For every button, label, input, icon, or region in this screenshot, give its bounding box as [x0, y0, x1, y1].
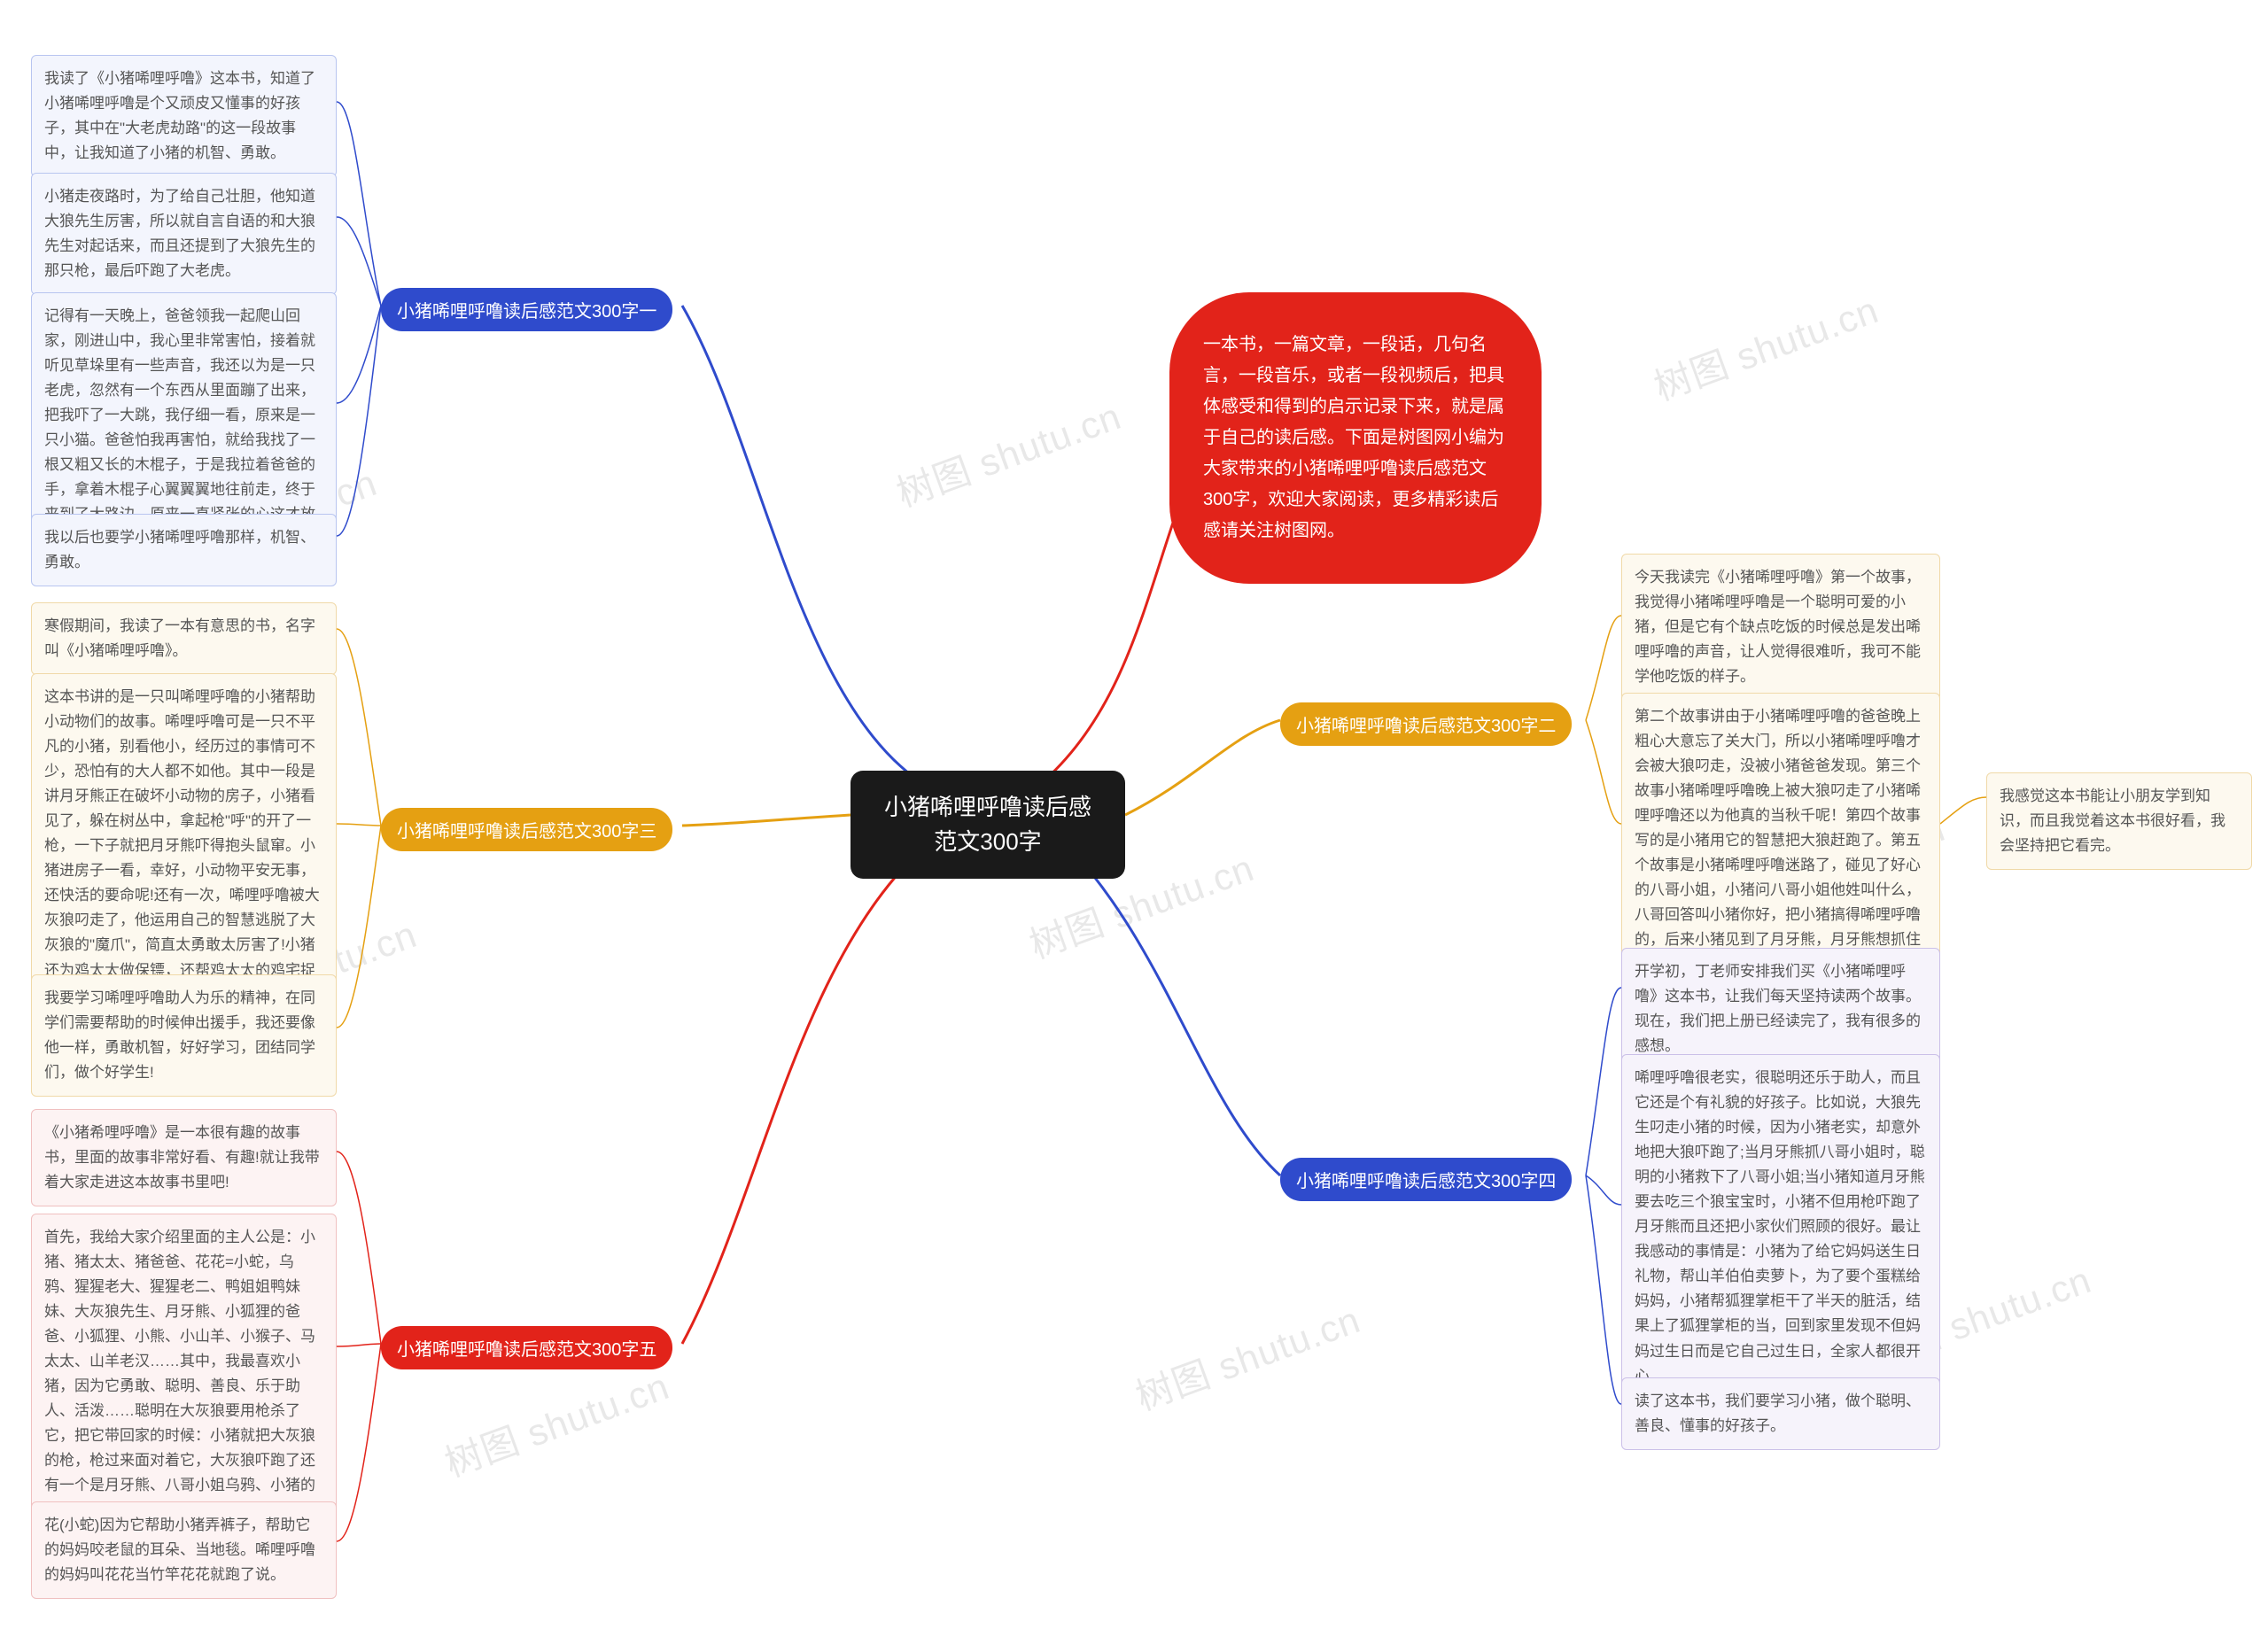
leaf: 寒假期间，我读了一本有意思的书，名字叫《小猪唏哩呼噜》。 — [31, 602, 337, 675]
watermark: 树图 shutu.cn — [1128, 1290, 1367, 1421]
intro-node-text: 一本书，一篇文章，一段话，几句名言，一段音乐，或者一段视频后，把具体感受和得到的… — [1203, 335, 1504, 540]
leaf: 开学初，丁老师安排我们买《小猪唏哩呼噜》这本书，让我们每天坚持读两个故事。现在，… — [1621, 948, 1940, 1070]
leaf: 我读了《小猪唏哩呼噜》这本书，知道了小猪唏哩呼噜是个又顽皮又懂事的好孩子，其中在… — [31, 55, 337, 177]
leaf: 我要学习唏哩呼噜助人为乐的精神，在同学们需要帮助的时候伸出援手，我还要像他一样，… — [31, 974, 337, 1097]
branch-node-3: 小猪唏哩呼噜读后感范文300字三 — [381, 808, 672, 851]
branch-node-2: 小猪唏哩呼噜读后感范文300字二 — [1280, 702, 1572, 746]
intro-node: 一本书，一篇文章，一段话，几句名言，一段音乐，或者一段视频后，把具体感受和得到的… — [1169, 292, 1542, 584]
watermark: 树图 shutu.cn — [889, 386, 1128, 517]
watermark: 树图 shutu.cn — [1646, 280, 1885, 411]
leaf: 《小猪希哩呼噜》是一本很有趣的故事书，里面的故事非常好看、有趣!就让我带着大家走… — [31, 1109, 337, 1206]
leaf: 我以后也要学小猪唏哩呼噜那样，机智、勇敢。 — [31, 514, 337, 586]
center-node-text: 小猪唏哩呼噜读后感范文300字 — [884, 794, 1091, 855]
center-node: 小猪唏哩呼噜读后感范文300字 — [850, 771, 1125, 879]
leaf: 唏哩呼噜很老实，很聪明还乐于助人，而且它还是个有礼貌的好孩子。比如说，大狼先生叼… — [1621, 1054, 1940, 1400]
leaf: 我感觉这本书能让小朋友学到知识，而且我觉着这本书很好看，我会坚持把它看完。 — [1986, 772, 2252, 870]
leaf: 小猪走夜路时，为了给自己壮胆，他知道大狼先生厉害，所以就自言自语的和大狼先生对起… — [31, 173, 337, 295]
leaf: 今天我读完《小猪唏哩呼噜》第一个故事，我觉得小猪唏哩呼噜是一个聪明可爱的小猪，但… — [1621, 554, 1940, 701]
watermark: 树图 shutu.cn — [437, 1356, 676, 1487]
branch-node-4: 小猪唏哩呼噜读后感范文300字四 — [1280, 1158, 1572, 1201]
leaf: 读了这本书，我们要学习小猪，做个聪明、善良、懂事的好孩子。 — [1621, 1377, 1940, 1450]
leaf: 花(小蛇)因为它帮助小猪弄裤子，帮助它的妈妈咬老鼠的耳朵、当地毯。唏哩呼噜的妈妈… — [31, 1501, 337, 1599]
branch-node-5: 小猪唏哩呼噜读后感范文300字五 — [381, 1326, 672, 1369]
branch-node-1: 小猪唏哩呼噜读后感范文300字一 — [381, 288, 672, 331]
